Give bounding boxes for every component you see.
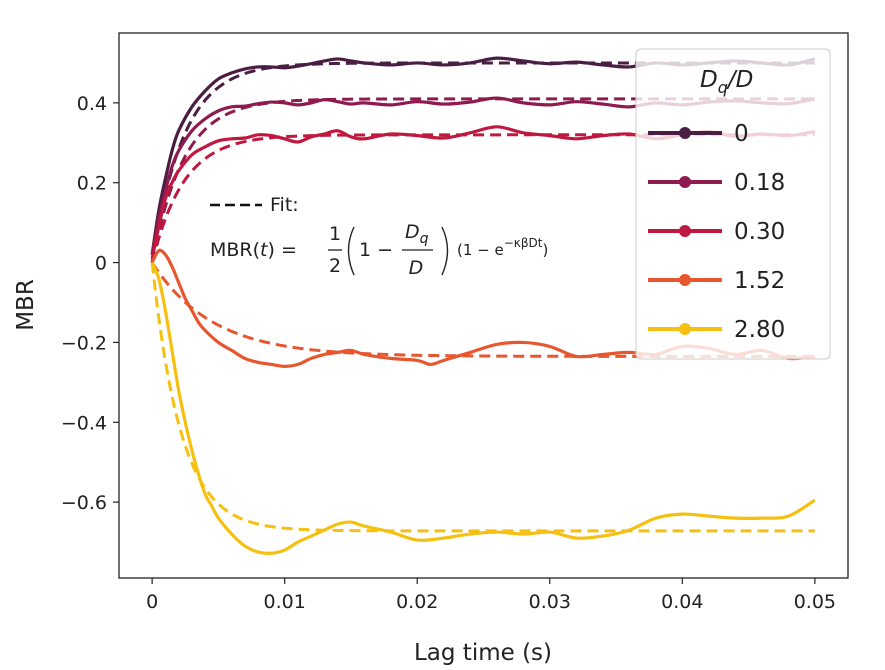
legend-label-1-52: 1.52 (734, 268, 785, 294)
svg-text:Dq: Dq (405, 221, 429, 247)
plot-frame (118, 32, 849, 579)
fit-eq-exp-factor: (1 − e (457, 241, 504, 259)
legend-label-0: 0 (734, 121, 749, 147)
fit-eq-ratio-num: D (405, 221, 420, 243)
y-tick-label: 0.4 (77, 93, 107, 115)
fit-eq-ratio-num-sub: q (420, 231, 429, 247)
fit-eq-exp-close: ) (542, 241, 548, 259)
legend-title-main: D (700, 67, 718, 93)
x-tick-label: 0.05 (794, 591, 836, 613)
y-tick-label: 0 (95, 253, 107, 275)
legend-label-0-18: 0.18 (734, 170, 785, 196)
fit-eq-big-paren-left (347, 226, 355, 276)
fit-eq-ratio-den: D (409, 257, 424, 279)
legend-title-tail: /D (726, 67, 753, 93)
fit-eq-half-den: 2 (329, 255, 341, 277)
legend: Dq/D 0 0.18 0.30 1.52 2.80 (635, 48, 831, 360)
fit-eq-lhs-var: t (260, 239, 269, 261)
fit-eq-big-paren-right (441, 226, 449, 276)
fit-eq-exp-power: −κβDt (504, 236, 543, 250)
fit-eq-half-num: 1 (329, 223, 341, 245)
legend-box (635, 48, 831, 360)
x-tick-label: 0.02 (396, 591, 438, 613)
svg-text:MBR(t) =: MBR(t) = (210, 239, 297, 261)
legend-marker-0-30 (679, 225, 691, 237)
x-axis: 0 0.01 0.02 0.03 0.04 0.05 (146, 578, 836, 613)
svg-text:Dq/D: Dq/D (700, 67, 753, 97)
x-tick-label: 0.04 (661, 591, 703, 613)
fit-eq-lhs-close: ) = (268, 239, 297, 261)
fit-eq-lhs: MBR( (210, 239, 260, 261)
fit-eq-one-minus: 1 − (359, 239, 393, 261)
legend-marker-1-52 (679, 274, 691, 286)
y-axis-label: MBR (13, 279, 39, 331)
y-tick-label: 0.2 (77, 173, 107, 195)
svg-text:(1 − e−κβDt): (1 − e−κβDt) (457, 236, 548, 259)
x-axis-label: Lag time (s) (414, 640, 552, 666)
y-tick-label: −0.2 (61, 332, 107, 354)
legend-label-2-80: 2.80 (734, 317, 785, 343)
fit-annotation: Fit: MBR(t) = 1 2 1 − Dq D (1 − e−κβDt) (210, 194, 548, 279)
legend-label-0-30: 0.30 (734, 219, 785, 245)
legend-title-sub: q (718, 78, 728, 97)
legend-marker-0 (679, 127, 691, 139)
x-tick-label: 0 (146, 591, 158, 613)
x-tick-label: 0.03 (529, 591, 571, 613)
y-tick-label: −0.6 (61, 492, 107, 514)
fit-label: Fit: (270, 194, 299, 216)
legend-marker-2-80 (679, 323, 691, 335)
x-tick-label: 0.01 (264, 591, 306, 613)
legend-marker-0-18 (679, 176, 691, 188)
y-axis: 0.4 0.2 0 −0.2 −0.4 −0.6 (61, 93, 119, 514)
series-line-2-80 (150, 261, 816, 555)
y-tick-label: −0.4 (61, 412, 107, 434)
